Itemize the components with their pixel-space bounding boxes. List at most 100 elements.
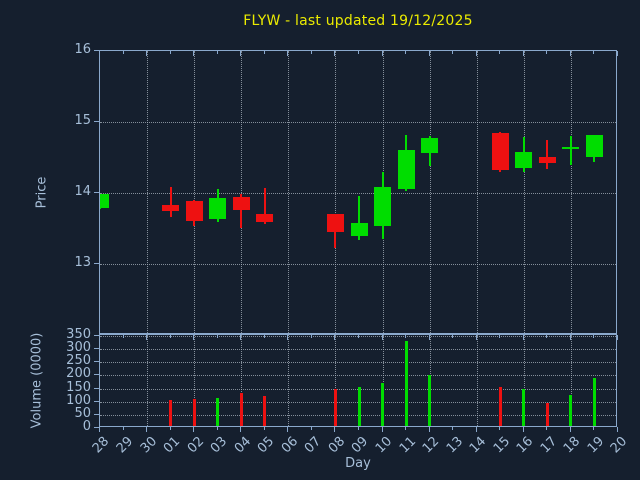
candle-body-day-11 (397, 150, 415, 189)
vertical-gridline-day-02 (194, 51, 196, 333)
vertical-gridline-day-04 (241, 51, 243, 333)
x-tick-price-top (593, 51, 595, 54)
x-tick-volume-bottom (193, 427, 195, 432)
x-tick-boundary (310, 335, 312, 338)
x-tick-boundary (617, 335, 618, 340)
volume-axis-label: Volume (0000) (29, 332, 45, 429)
volume-y-tick (94, 387, 99, 389)
volume-tick-label: 50 (74, 405, 91, 421)
x-tick-label: 19 (584, 434, 608, 457)
x-tick-volume-bottom (475, 427, 477, 432)
x-tick-price-top (546, 51, 548, 54)
candle-body-day-16 (515, 151, 533, 169)
x-tick-volume-bottom (263, 427, 265, 430)
vertical-gridline-day-08 (335, 51, 337, 333)
x-tick-label: 07 (302, 434, 325, 457)
candle-body-day-19 (585, 135, 603, 158)
x-tick-label: 14 (467, 434, 490, 457)
vertical-gridline-day-18 (570, 51, 572, 333)
x-tick-boundary (499, 335, 501, 338)
vertical-gridline-day-06 (288, 51, 290, 333)
x-tick-boundary (287, 335, 289, 340)
x-tick-boundary (193, 335, 195, 340)
volume-y-tick (94, 400, 99, 402)
volume-bar-day-16 (522, 388, 526, 426)
x-tick-price-top (358, 51, 359, 54)
vertical-gridline-day-16 (523, 51, 525, 333)
volume-tick-label: 250 (66, 353, 91, 369)
x-tick-label: 05 (255, 434, 278, 457)
volume-bar-day-01 (169, 400, 173, 426)
x-tick-label: 10 (372, 434, 396, 457)
candle-body-day-04 (232, 197, 250, 211)
price-axis-label: Price (34, 176, 50, 209)
x-tick-label: 03 (208, 434, 231, 457)
price-y-tick (94, 50, 99, 51)
volume-bar-day-15 (498, 387, 502, 426)
x-tick-boundary (452, 335, 454, 338)
x-tick-boundary (381, 335, 383, 340)
x-tick-label: 16 (514, 434, 537, 457)
x-tick-price-top (522, 51, 524, 56)
candle-body-day-18 (562, 146, 580, 149)
candle-body-day-28 (100, 194, 109, 208)
price-gridline-15 (100, 122, 616, 123)
x-tick-price-top (287, 51, 289, 56)
volume-gridline-200 (100, 375, 616, 377)
x-tick-boundary (334, 335, 336, 340)
volume-bar-day-18 (569, 395, 573, 426)
volume-bar-day-19 (592, 378, 596, 426)
x-tick-price-top (193, 51, 195, 56)
x-tick-price-top (381, 51, 383, 56)
candle-body-day-03 (209, 197, 227, 219)
x-tick-label: 02 (184, 434, 207, 457)
vertical-gridline-day-06 (288, 335, 290, 426)
candle-body-day-12 (421, 138, 439, 153)
x-tick-boundary (99, 335, 100, 340)
candle-body-day-08 (326, 214, 344, 233)
vertical-gridline-day-08 (335, 335, 337, 426)
x-tick-volume-bottom (122, 427, 124, 430)
x-tick-label: 04 (231, 434, 254, 457)
x-tick-boundary (522, 335, 524, 340)
x-tick-price-top (499, 51, 501, 54)
volume-bar-day-05 (263, 396, 267, 426)
x-tick-price-top (99, 51, 100, 56)
price-gridline-14 (100, 193, 616, 194)
candle-body-day-10 (374, 187, 392, 226)
candle-body-day-05 (256, 213, 274, 223)
x-tick-boundary (569, 335, 571, 340)
x-tick-volume-bottom (381, 427, 383, 432)
x-axis-label: Day (345, 456, 371, 471)
x-tick-label: 01 (160, 434, 184, 457)
x-tick-label: 08 (325, 434, 349, 457)
candle-body-day-09 (350, 222, 368, 236)
candle-wick-day-05 (263, 188, 266, 224)
x-tick-volume-bottom (546, 427, 548, 430)
x-tick-volume-bottom (146, 427, 148, 432)
x-tick-label: 12 (419, 434, 443, 457)
x-tick-volume-bottom (287, 427, 289, 432)
volume-gridline-300 (100, 349, 616, 351)
candle-wick-day-04 (240, 194, 243, 229)
x-tick-price-top (310, 51, 312, 54)
volume-bar-day-12 (428, 375, 432, 426)
x-tick-price-top (216, 51, 218, 54)
x-tick-boundary (122, 335, 124, 338)
candle-body-day-15 (491, 133, 509, 170)
x-tick-volume-bottom (593, 427, 595, 430)
x-tick-label: 11 (396, 434, 419, 457)
x-tick-volume-bottom (310, 427, 312, 430)
volume-bar-day-09 (357, 387, 361, 426)
x-tick-price-top (405, 51, 407, 54)
volume-bar-day-10 (381, 383, 385, 426)
x-tick-label: 17 (537, 434, 560, 457)
volume-y-tick (94, 374, 99, 376)
x-tick-price-top (169, 51, 171, 54)
vertical-gridline-day-10 (382, 335, 384, 426)
x-tick-volume-bottom (358, 427, 359, 430)
vertical-gridline-day-14 (476, 335, 478, 426)
volume-y-tick (94, 427, 99, 428)
volume-tick-label: 350 (66, 327, 91, 342)
x-tick-label: 06 (278, 434, 301, 457)
